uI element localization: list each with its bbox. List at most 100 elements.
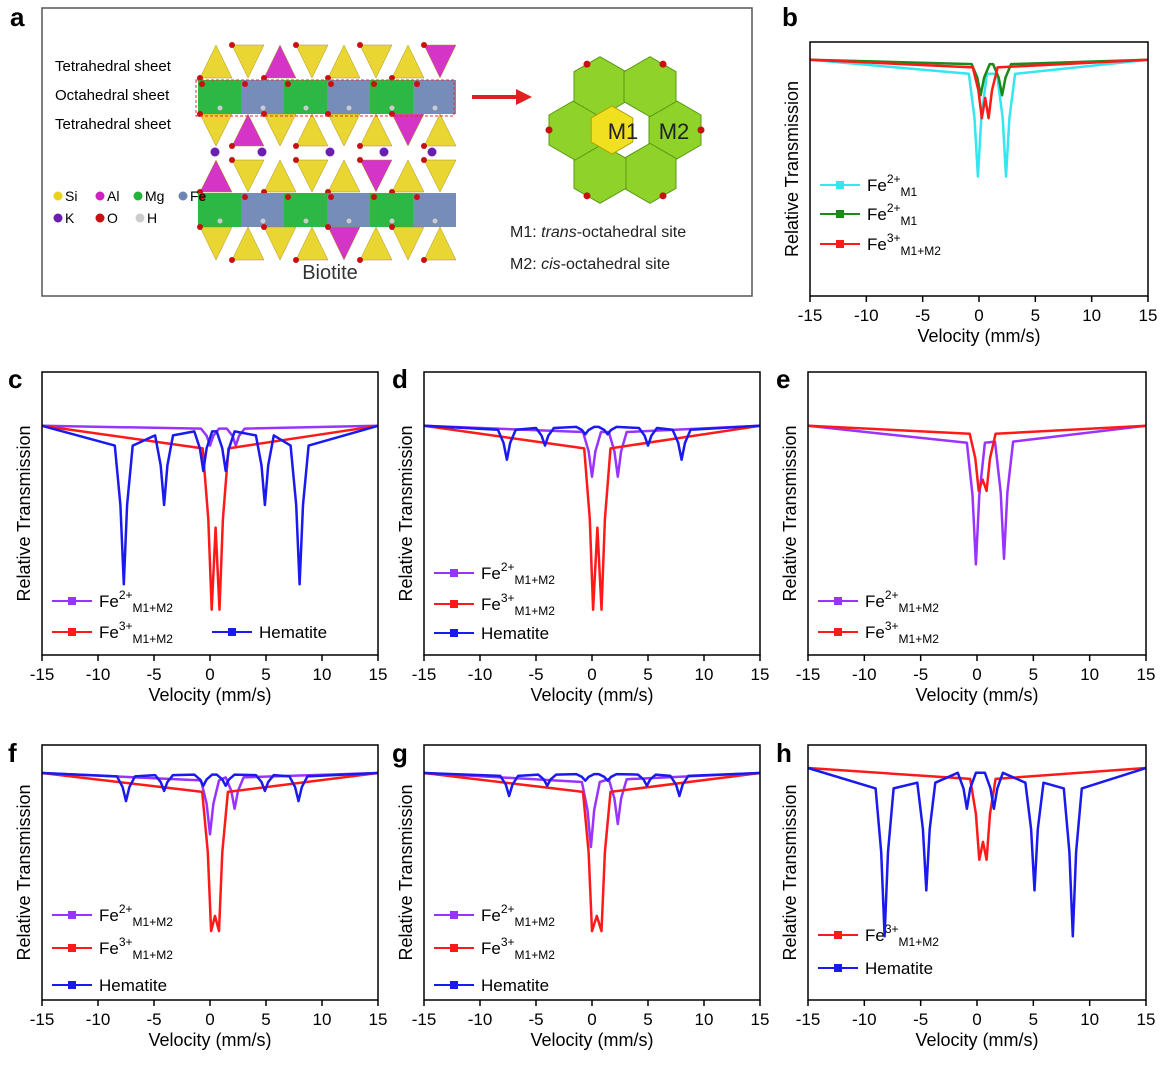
legend-label: Fe2+M1+M2: [481, 560, 555, 587]
legend-name: Fe: [481, 595, 501, 614]
atom-o: [197, 224, 203, 230]
atom-o: [293, 42, 299, 48]
tetrahedron: [391, 226, 425, 261]
atom-o: [583, 192, 591, 200]
site-label: M1: [608, 119, 639, 144]
atom-o: [421, 257, 427, 263]
atom-o: [357, 157, 363, 163]
note-italic: cis: [541, 256, 561, 273]
legend-name: Fe: [99, 906, 119, 925]
legend-marker: [834, 964, 842, 972]
tetrahedron: [327, 113, 361, 147]
legend-name: Fe: [865, 926, 885, 945]
atom-o: [229, 257, 235, 263]
tetrahedron: [391, 159, 425, 193]
atom-o: [414, 81, 420, 87]
panel-letter: c: [8, 364, 22, 394]
legend-sub: M1+M2: [899, 601, 940, 615]
legend-sup: 3+: [119, 935, 133, 949]
atom-o: [371, 194, 377, 200]
atom-o: [229, 143, 235, 149]
arrow-head: [516, 89, 532, 105]
x-tick-label: 0: [972, 1010, 981, 1029]
x-tick-label: -10: [86, 1010, 111, 1029]
legend-label: Fe3+M1+M2: [865, 922, 939, 949]
fit-curve: [41, 771, 379, 803]
legend-name: Hematite: [259, 623, 327, 642]
atom-h: [260, 218, 266, 224]
legend-marker: [834, 628, 842, 636]
note-suffix: -octahedral site: [561, 256, 670, 273]
tetrahedron: [263, 44, 297, 79]
legend-name: Fe: [99, 592, 119, 611]
atom-h: [389, 105, 395, 111]
legend-sup: 2+: [501, 902, 515, 916]
x-axis-label: Velocity (mm/s): [148, 1030, 271, 1050]
x-tick-label: -15: [412, 665, 437, 684]
y-axis-label: Relative Transmission: [396, 784, 416, 960]
legend-marker: [68, 628, 76, 636]
note-prefix: M2:: [510, 256, 541, 273]
legend-name: Fe: [867, 205, 887, 224]
atom-label: Al: [107, 188, 119, 204]
legend-sup: 2+: [885, 588, 899, 602]
tetrahedron: [263, 226, 297, 261]
panel-letter: e: [776, 364, 790, 394]
atom-o: [199, 81, 205, 87]
legend-sub: M1+M2: [515, 948, 556, 962]
fit-curve: [41, 424, 379, 586]
fit-curve: [807, 424, 1147, 566]
legend-label: Fe2+M1+M2: [99, 588, 173, 615]
atom-h: [346, 105, 352, 111]
site-note: M2: cis-octahedral site: [510, 256, 670, 273]
x-tick-label: 0: [587, 665, 596, 684]
tetrahedron: [423, 113, 457, 147]
x-tick-label: -15: [798, 306, 823, 325]
tetrahedron: [327, 44, 361, 79]
legend-sup: 2+: [119, 902, 133, 916]
atom-label: H: [147, 210, 157, 226]
tetrahedron: [231, 226, 265, 261]
x-tick-label: -5: [913, 1010, 928, 1029]
legend-sub: M1+M2: [133, 915, 174, 929]
legend-marker: [228, 628, 236, 636]
x-axis-label: Velocity (mm/s): [917, 326, 1040, 346]
atom-k: [325, 147, 335, 157]
fit-curve: [807, 424, 1147, 493]
plot-frame: [41, 371, 379, 656]
fit-curve: [423, 424, 761, 461]
legend-sub: M1+M2: [901, 244, 942, 258]
x-tick-label: 10: [695, 1010, 714, 1029]
panel-letter: b: [782, 2, 798, 32]
legend-marker: [450, 981, 458, 989]
x-tick-label: 10: [313, 1010, 332, 1029]
tetrahedron: [295, 226, 329, 261]
tetrahedron: [231, 113, 265, 147]
atom-o: [357, 42, 363, 48]
atom-o: [389, 224, 395, 230]
legend-label: Fe3+M1+M2: [99, 619, 173, 646]
x-tick-label: -10: [86, 665, 111, 684]
legend-marker: [68, 911, 76, 919]
panel-letter: d: [392, 364, 408, 394]
tetrahedron: [423, 159, 457, 193]
legend-name: Fe: [867, 176, 887, 195]
legend-name: Fe: [865, 623, 885, 642]
x-tick-label: -10: [852, 665, 877, 684]
atom-h: [389, 218, 395, 224]
fit-curve: [807, 766, 1147, 862]
fit-curve: [41, 424, 379, 611]
x-tick-label: -5: [146, 1010, 161, 1029]
x-axis-label: Velocity (mm/s): [530, 685, 653, 705]
atom-swatch: [95, 213, 105, 223]
x-axis-label: Velocity (mm/s): [148, 685, 271, 705]
legend-sub: M1+M2: [515, 915, 556, 929]
legend-label: Fe2+M1+M2: [481, 902, 555, 929]
legend-sup: 2+: [119, 588, 133, 602]
highlight-box: [195, 79, 455, 117]
legend-sub: M1+M2: [133, 601, 174, 615]
atom-o: [242, 81, 248, 87]
panel-letter: g: [392, 738, 408, 768]
atom-label: K: [65, 210, 75, 226]
